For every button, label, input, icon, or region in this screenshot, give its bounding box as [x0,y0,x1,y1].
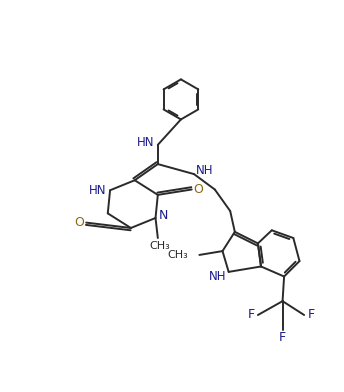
Text: CH₃: CH₃ [149,241,170,251]
Text: F: F [247,309,255,321]
Text: NH: NH [209,270,227,283]
Text: HN: HN [89,184,107,197]
Text: NH: NH [196,164,214,177]
Text: CH₃: CH₃ [168,250,189,260]
Text: O: O [74,216,84,229]
Text: F: F [279,331,286,344]
Text: N: N [159,209,168,222]
Text: F: F [308,309,315,321]
Text: O: O [194,183,204,196]
Text: HN: HN [137,136,154,149]
